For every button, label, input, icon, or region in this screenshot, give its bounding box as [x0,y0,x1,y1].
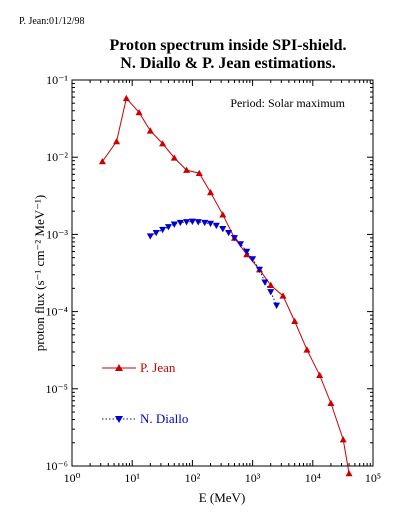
x-tick-label: 10³ [245,471,261,485]
series-point-n-diallo [194,219,202,226]
x-tick-label: 10² [185,471,201,485]
series-point-n-diallo [183,219,191,226]
series-point-n-diallo [219,226,227,233]
series-point-n-diallo [188,218,196,225]
y-tick-label: 10⁻⁶ [45,459,68,473]
y-tick-label: 10⁻³ [46,227,68,241]
series-point-p-jean [146,127,154,134]
y-tick-label: 10⁻⁵ [45,382,68,396]
legend-label-n-diallo: N. Diallo [140,411,188,426]
x-tick-label: 10⁴ [305,471,321,485]
y-tick-label: 10⁻⁴ [45,305,68,319]
y-tick-label: 10⁻¹ [46,73,68,87]
series-point-p-jean [303,346,311,353]
series-point-p-jean [135,108,143,116]
x-tick-label: 10⁵ [365,471,381,485]
series-group [98,94,353,477]
series-point-n-diallo [159,226,167,234]
series-line-p-jean [102,97,350,474]
series-point-p-jean [267,281,275,288]
series-point-n-diallo [273,302,281,309]
series-point-n-diallo [207,220,215,228]
series-point-p-jean [316,371,324,379]
x-tick-label: 10⁰ [64,471,81,485]
plot-frame [71,79,374,467]
series-point-n-diallo [164,224,172,231]
period-annotation: Period: Solar maximum [230,96,345,110]
x-tick-label: 10¹ [124,471,140,485]
series-point-n-diallo [201,219,209,227]
series-point-n-diallo [176,219,184,227]
series-point-p-jean [122,94,130,102]
series-point-n-diallo [249,256,257,263]
series-point-n-diallo [212,222,220,230]
chart-title: Proton spectrum inside SPI-shield. [109,37,346,54]
series-point-n-diallo [237,241,245,248]
series-point-p-jean [113,137,121,145]
y-tick-label: 10⁻² [46,150,68,164]
series-point-p-jean [291,317,299,325]
x-axis-label: E (MeV) [199,490,246,505]
series-point-n-diallo [255,266,263,274]
y-axis-label: proton flux (s⁻¹ cm⁻² MeV⁻¹) [32,195,47,351]
series-point-p-jean [98,157,106,165]
series-point-n-diallo [230,235,238,242]
legend-label-p-jean: P. Jean [140,360,176,375]
series-point-n-diallo [243,248,251,256]
series-point-n-diallo [225,229,233,237]
series-point-p-jean [219,211,227,218]
series-point-p-jean [183,166,191,173]
series-point-n-diallo [267,289,275,296]
series-point-n-diallo [170,221,178,228]
series-point-n-diallo [152,229,160,237]
series-point-p-jean [195,169,203,177]
axes-group: 10⁰ 10¹ 10² 10³ 10⁴ 10⁵ 10⁻⁶ 10⁻⁵ 10⁻⁴ 10⁻³ 10⁻² 10… [45,73,381,485]
legend-marker-p-jean [115,364,123,371]
series-point-n-diallo [146,233,154,240]
series-point-p-jean [279,292,287,299]
chart-subtitle: N. Diallo & P. Jean estimations. [120,55,335,72]
series-line-n-diallo [150,220,278,306]
series-point-n-diallo [261,279,269,286]
series-point-p-jean [327,399,335,407]
legend: P. Jean N. Diallo [102,360,188,426]
header-note: P. Jean:01/12/98 [19,16,85,27]
series-point-p-jean [339,436,347,443]
legend-marker-n-diallo [115,416,123,423]
series-point-p-jean [159,140,167,147]
series-point-p-jean [170,154,178,161]
series-point-p-jean [207,188,215,196]
series-point-p-jean [345,469,353,477]
